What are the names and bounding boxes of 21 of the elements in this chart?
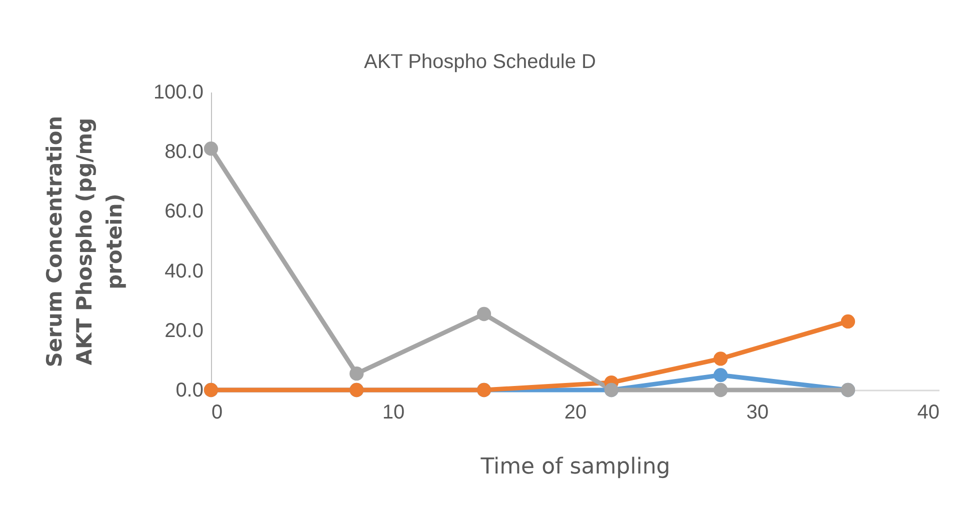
x-tick-label: 20 xyxy=(564,402,587,424)
point xyxy=(714,352,728,366)
point xyxy=(350,366,364,381)
point xyxy=(714,368,728,382)
x-tick-label: 30 xyxy=(746,402,769,424)
x-tick-label: 40 xyxy=(917,402,940,424)
point xyxy=(714,382,728,398)
point xyxy=(476,306,492,322)
y-tick-label: 20.0 xyxy=(164,320,204,342)
x-axis-title: Time of sampling xyxy=(480,454,670,480)
point xyxy=(840,314,856,329)
x-tick-label: 10 xyxy=(382,402,405,424)
y-tick-label: 80.0 xyxy=(164,141,204,164)
y-tick-label: 0.0 xyxy=(176,380,204,402)
y-axis-title: Serum Concentration AKT Phospho (pg/mg protein) xyxy=(42,116,126,368)
x-tick-label: 0 xyxy=(212,402,223,424)
y-tick-label: 60.0 xyxy=(164,200,204,223)
point xyxy=(204,142,218,156)
chart-title: AKT Phospho Schedule D xyxy=(364,51,596,73)
y-tick-label: 100.0 xyxy=(153,82,204,104)
y-tick-label: 40.0 xyxy=(164,260,204,282)
